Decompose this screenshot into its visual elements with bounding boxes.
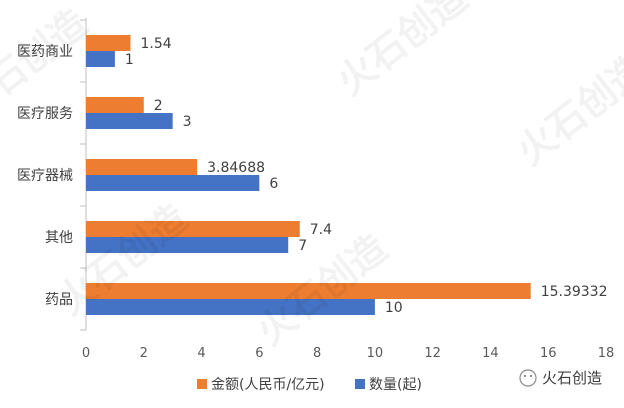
x-tick-label: 18 xyxy=(598,346,615,361)
bar-amount xyxy=(86,221,300,237)
x-tick-label: 8 xyxy=(313,346,321,361)
x-tick-label: 12 xyxy=(424,346,441,361)
x-tick-label: 14 xyxy=(482,346,499,361)
bars xyxy=(86,35,531,315)
x-tick-label: 2 xyxy=(140,346,148,361)
data-label: 7.4 xyxy=(310,222,332,238)
legend-swatch xyxy=(355,379,365,389)
data-label: 1.54 xyxy=(140,36,171,52)
legend: 金额(人民币/亿元) 数量(起) xyxy=(197,377,422,393)
x-tick-label: 6 xyxy=(255,346,263,361)
data-label: 10 xyxy=(385,300,403,316)
category-label: 药品 xyxy=(45,292,73,308)
wechat-icon-eye xyxy=(523,374,527,378)
category-label: 其他 xyxy=(45,230,73,246)
data-label: 3 xyxy=(183,114,192,130)
bar-amount xyxy=(86,159,198,175)
data-label: 6 xyxy=(269,176,278,192)
x-tick-label: 0 xyxy=(82,346,90,361)
bar-count xyxy=(86,113,173,129)
bar-amount xyxy=(86,35,131,51)
data-label: 1 xyxy=(125,52,134,68)
legend-label: 数量(起) xyxy=(369,377,422,393)
bar-count xyxy=(86,175,260,191)
wechat-icon-eye xyxy=(529,374,533,378)
wechat-icon xyxy=(519,369,537,387)
bar-amount xyxy=(86,283,531,299)
legend-swatch xyxy=(197,379,207,389)
x-tick-label: 10 xyxy=(367,346,384,361)
data-label: 7 xyxy=(298,238,307,254)
data-label: 15.39332 xyxy=(541,284,608,300)
watermark-text-3: 火石创造 xyxy=(329,0,476,104)
bar-count xyxy=(86,51,115,67)
bar-count xyxy=(86,237,289,253)
category-label: 医药商业 xyxy=(17,44,73,60)
data-label: 2 xyxy=(154,98,163,114)
x-tick-label: 16 xyxy=(540,346,557,361)
legend-label: 金额(人民币/亿元) xyxy=(211,377,325,393)
category-label: 医疗器械 xyxy=(17,168,73,184)
bar-amount xyxy=(86,97,144,113)
brand-name: 火石创造 xyxy=(542,369,602,387)
category-label: 医疗服务 xyxy=(17,106,73,122)
data-label: 3.84688 xyxy=(207,160,265,176)
x-tick-label: 4 xyxy=(197,346,205,361)
bar-count xyxy=(86,299,375,315)
watermark-text-4: 火石创造 xyxy=(509,46,624,174)
